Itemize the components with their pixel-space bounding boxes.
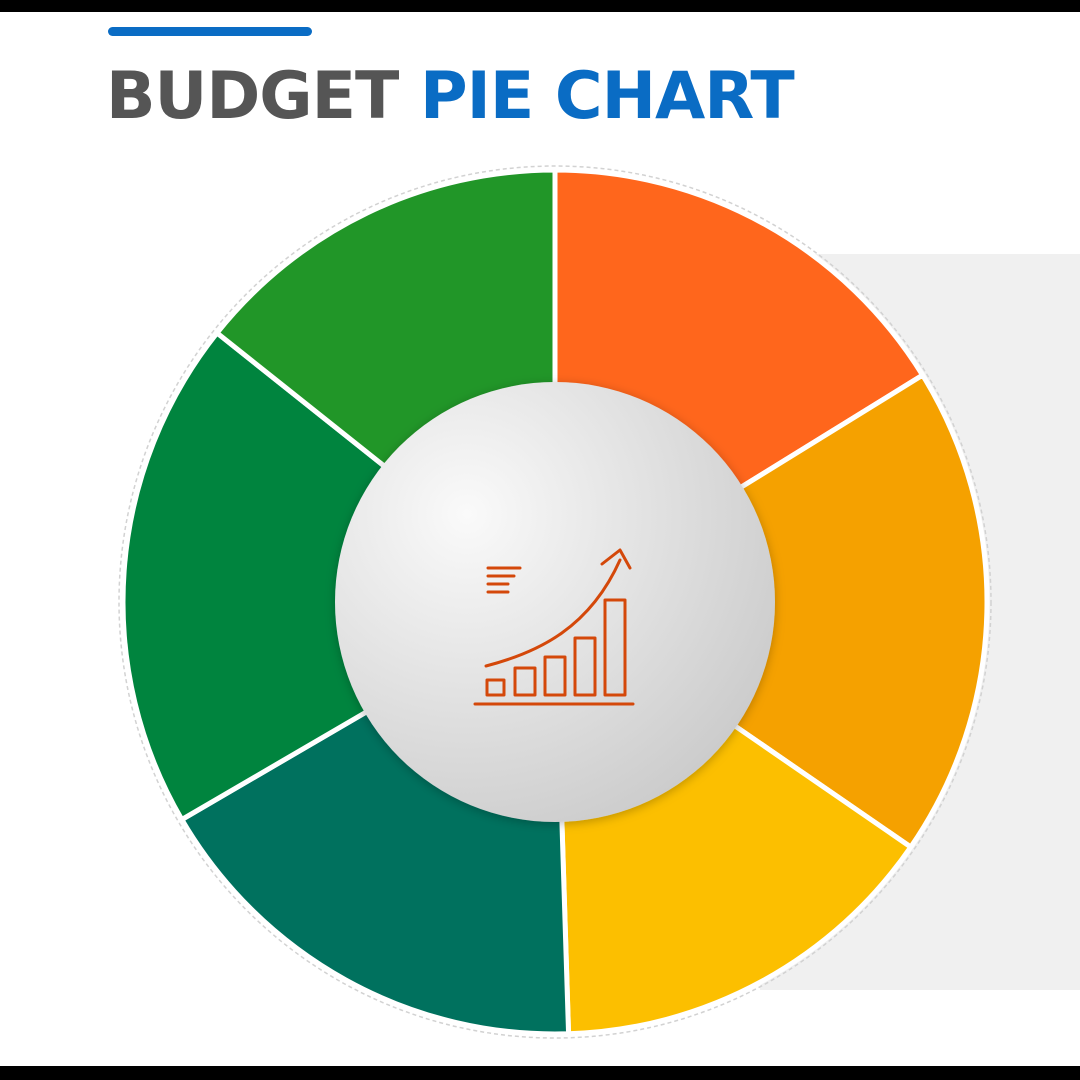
- slide-canvas: BUDGET PIE CHART: [0, 12, 1080, 1066]
- donut-outer-ring: [118, 165, 992, 1039]
- title-word-budget: BUDGET: [106, 59, 399, 134]
- title-words-pie-chart: PIE CHART: [420, 59, 795, 134]
- budget-donut-chart: [118, 165, 992, 1039]
- donut-slices: [120, 167, 990, 1037]
- growth-bar-chart-icon: [473, 548, 635, 706]
- title-accent-line: [108, 27, 312, 36]
- page-title: BUDGET PIE CHART: [106, 52, 795, 142]
- donut-center-hub: [335, 382, 775, 822]
